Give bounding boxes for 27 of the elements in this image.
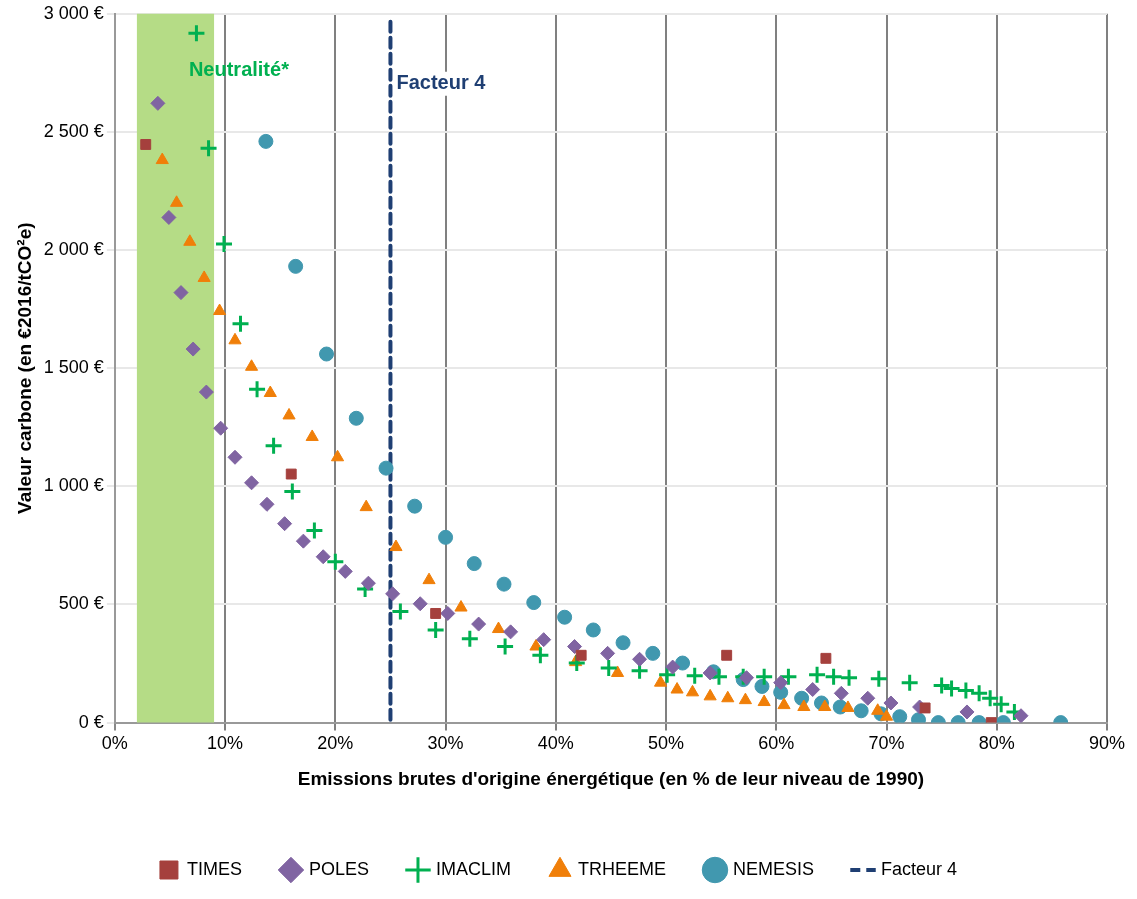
x-tick-label: 10% [207,733,244,754]
x-tick-label: 90% [1088,733,1126,754]
y-tick-label: 2 000 € [43,239,104,260]
legend-label: TIMES [186,858,242,879]
y-tick-label: 500 € [58,593,104,614]
x-tick-label: 0% [101,733,128,754]
legend-label: POLES [308,858,369,879]
x-tick-label: 40% [537,733,574,754]
x-tick-label: 70% [868,733,905,754]
x-tick-label: 20% [317,733,354,754]
text: Facteur 4 [881,858,958,879]
y-tick-label: 2 500 € [43,120,104,141]
y-tick-label: 1 500 € [43,357,104,378]
x-axis-title: Emissions brutes d'origine énergétique (en % de leur niveau de 1990) [297,767,925,789]
ref-line-label: Facteur 4 [396,71,487,94]
x-tick-label: 60% [758,733,795,754]
legend-label: NEMESIS [733,858,815,879]
y-tick-label: 0 € [78,711,104,732]
y-axis-title: Valeur carbone (en €2016/tCO²e) [13,222,35,514]
y-tick-label: 1 000 € [43,475,104,496]
x-tick-label: 30% [427,733,464,754]
x-tick-label: 50% [648,733,685,754]
y-tick-label: 3 000 € [43,2,104,23]
legend-label: IMACLIM [435,858,511,879]
x-tick-label: 80% [978,733,1015,754]
band-label: Neutralité* [188,58,290,81]
legend-label: TRHEEME [577,858,667,879]
